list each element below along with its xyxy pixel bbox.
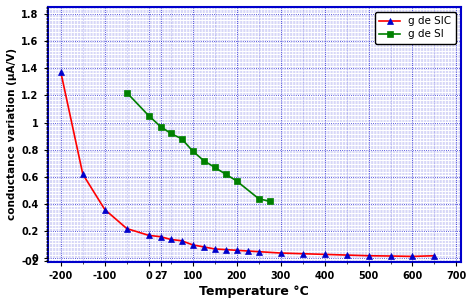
g de SI <box>158 125 164 128</box>
g de SIC <box>158 235 164 239</box>
g de SIC <box>245 249 250 253</box>
g de SIC <box>344 253 349 257</box>
g de SIC <box>102 208 108 211</box>
g de SIC <box>234 249 239 252</box>
g de SIC <box>179 239 184 242</box>
g de SIC <box>322 253 328 256</box>
g de SI <box>256 197 262 200</box>
g de SI <box>201 159 207 162</box>
g de SI <box>234 179 239 183</box>
g de SI <box>124 91 129 95</box>
g de SIC <box>256 250 262 253</box>
X-axis label: Temperature °C: Temperature °C <box>200 285 309 298</box>
g de SIC <box>58 70 64 74</box>
g de SIC <box>168 238 173 241</box>
Line: g de SIC: g de SIC <box>58 70 437 259</box>
g de SIC <box>365 254 371 258</box>
g de SIC <box>300 252 305 256</box>
g de SI <box>168 131 173 135</box>
g de SIC <box>146 234 152 237</box>
g de SI <box>179 137 184 141</box>
g de SIC <box>124 227 129 230</box>
g de SIC <box>190 243 196 247</box>
Line: g de SI: g de SI <box>124 90 273 204</box>
g de SIC <box>223 248 228 251</box>
g de SIC <box>388 254 393 258</box>
g de SI <box>267 199 273 203</box>
g de SI <box>146 114 152 117</box>
g de SIC <box>278 251 283 255</box>
g de SIC <box>80 172 86 176</box>
Y-axis label: conductance variation (μA/V): conductance variation (μA/V) <box>7 48 17 221</box>
g de SIC <box>212 247 218 251</box>
g de SIC <box>432 254 438 258</box>
g de SI <box>190 149 196 153</box>
g de SIC <box>410 255 415 258</box>
Legend: g de SIC, g de SI: g de SIC, g de SI <box>375 12 456 44</box>
g de SI <box>212 166 218 169</box>
g de SIC <box>201 245 207 249</box>
g de SI <box>223 172 228 176</box>
